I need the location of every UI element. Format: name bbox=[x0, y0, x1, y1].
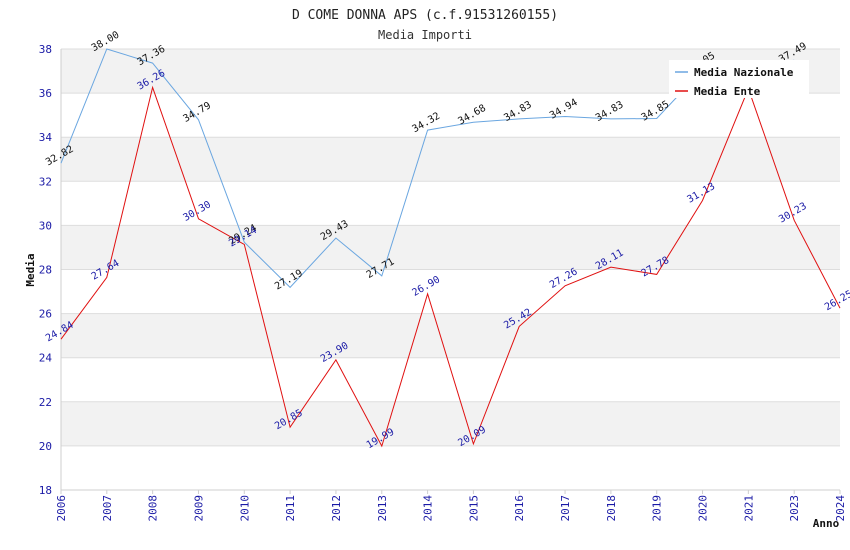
data-label-nazionale: 34.94 bbox=[548, 97, 580, 122]
y-tick-label: 26 bbox=[39, 308, 52, 321]
y-tick-label: 32 bbox=[39, 175, 52, 188]
y-tick-label: 22 bbox=[39, 396, 52, 409]
data-label-nazionale: 34.68 bbox=[456, 103, 488, 128]
x-tick-label: 2023 bbox=[788, 495, 801, 522]
y-tick-label: 20 bbox=[39, 440, 52, 453]
grid-bands bbox=[61, 49, 840, 446]
grid-band bbox=[61, 313, 840, 358]
data-label-nazionale: 34.83 bbox=[594, 99, 626, 124]
x-tick-label: 2024 bbox=[834, 495, 847, 522]
x-axis-ticks: 2006 2007 2008 2009 2010 2011 2012 2013 2014 2015… bbox=[55, 495, 847, 522]
series-line-media-nazionale bbox=[60, 48, 795, 289]
series-group bbox=[60, 48, 841, 448]
x-tick-label: 2020 bbox=[697, 495, 710, 522]
y-tick-label: 36 bbox=[39, 87, 52, 100]
legend-box bbox=[669, 60, 809, 98]
data-label-nazionale: 34.32 bbox=[411, 111, 443, 136]
y-tick-label: 28 bbox=[39, 264, 52, 277]
y-tick-label: 34 bbox=[39, 131, 53, 144]
legend-label-ente: Media Ente bbox=[694, 85, 761, 98]
x-tick-label: 2015 bbox=[467, 495, 480, 522]
legend: Media Nazionale Media Ente bbox=[669, 60, 809, 98]
data-label-nazionale: 27.19 bbox=[273, 268, 305, 293]
grid-band bbox=[61, 137, 840, 182]
data-label-nazionale: 34.85 bbox=[640, 99, 672, 124]
data-label-ente: 26.90 bbox=[411, 274, 443, 299]
y-tick-label: 18 bbox=[39, 484, 52, 497]
y-tick-label: 24 bbox=[39, 352, 53, 365]
x-tick-label: 2016 bbox=[513, 495, 526, 522]
grid-band bbox=[61, 225, 840, 270]
data-label-nazionale: 34.83 bbox=[502, 99, 534, 124]
x-tick-label: 2007 bbox=[101, 495, 114, 522]
chart-subtitle: Media Importi bbox=[378, 28, 472, 42]
x-tick-label: 2009 bbox=[192, 495, 205, 522]
y-tick-label: 38 bbox=[39, 43, 52, 56]
x-tick-label: 2021 bbox=[742, 495, 755, 522]
x-tick-label: 2008 bbox=[147, 495, 160, 522]
x-tick-label: 2019 bbox=[651, 495, 664, 522]
data-label-ente: 30.30 bbox=[181, 199, 213, 224]
y-tick-label: 30 bbox=[39, 219, 52, 232]
x-tick-label: 2017 bbox=[559, 495, 572, 522]
legend-label-nazionale: Media Nazionale bbox=[694, 66, 794, 79]
y-axis-title: Media bbox=[24, 253, 37, 286]
data-label-ente: 26.25 bbox=[823, 289, 850, 314]
axes bbox=[60, 49, 841, 494]
x-axis-title: Anno bbox=[813, 517, 840, 530]
grid-band bbox=[61, 401, 840, 446]
data-label-ente: 30.23 bbox=[777, 201, 809, 226]
x-tick-label: 2014 bbox=[422, 495, 435, 522]
x-tick-label: 2018 bbox=[605, 495, 618, 522]
x-tick-label: 2006 bbox=[55, 495, 68, 522]
y-axis-ticks: 18 20 22 24 26 28 30 32 34 36 38 bbox=[39, 43, 53, 497]
x-tick-label: 2013 bbox=[376, 495, 389, 522]
chart-title: D COME DONNA APS (c.f.91531260155) bbox=[292, 8, 558, 23]
series-line-media-ente bbox=[60, 85, 841, 448]
x-tick-label: 2012 bbox=[330, 495, 343, 522]
x-tick-label: 2010 bbox=[238, 495, 251, 522]
x-tick-label: 2011 bbox=[284, 495, 297, 522]
